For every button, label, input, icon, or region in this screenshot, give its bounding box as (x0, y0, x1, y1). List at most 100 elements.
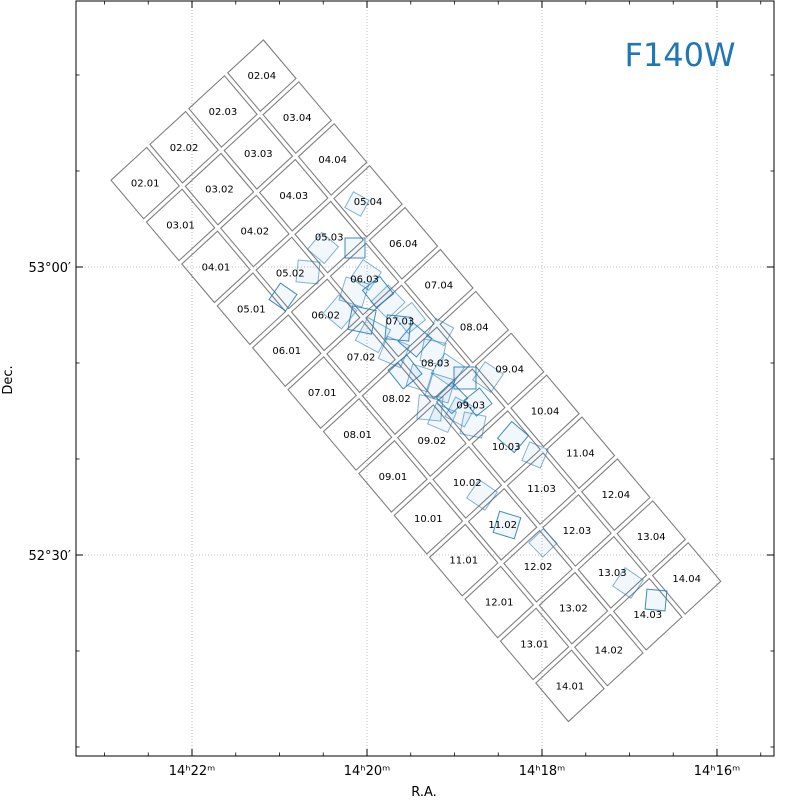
exposure-footprint (496, 420, 530, 454)
tile-label: 11.02 (488, 520, 517, 531)
exposure-footprint (370, 284, 406, 320)
tile-03.01 (145, 188, 216, 262)
exposure-footprint (344, 191, 370, 217)
tile-label: 13.01 (520, 639, 549, 650)
exposure-footprint (397, 322, 433, 358)
tile-label: 09.03 (456, 400, 485, 411)
tile-label: 08.04 (460, 323, 489, 334)
exposure-footprint (425, 317, 455, 347)
x-axis-label: R.A. (411, 785, 437, 800)
plot-frame (75, 0, 775, 757)
tile-10.04 (510, 374, 580, 448)
exposure-footprint (350, 259, 382, 291)
tile-label: 04.03 (279, 191, 308, 202)
tile-label: 03.02 (205, 185, 234, 196)
tile-label: 06.04 (389, 239, 418, 250)
tile-04.01 (181, 230, 251, 304)
tile-05.01 (216, 272, 287, 346)
exposure-footprints (268, 191, 668, 612)
tile-label: 07.01 (308, 388, 337, 399)
tile-12.03 (542, 493, 612, 567)
tile-07.03 (365, 284, 435, 358)
exposure-footprint (387, 354, 423, 390)
tile-06.01 (251, 314, 322, 388)
tile-05.03 (294, 200, 365, 274)
tile-label: 05.01 (237, 304, 266, 315)
tile-13.02 (538, 571, 609, 645)
exposure-footprint (459, 411, 487, 439)
tile-label: 11.03 (527, 484, 556, 495)
exposure-footprint (419, 338, 447, 366)
y-tick-label: 53°00′ (28, 261, 71, 276)
tile-label: 08.01 (343, 430, 372, 441)
exposure-footprint (466, 479, 498, 511)
exposure-footprint (430, 352, 466, 388)
tile-09.01 (358, 439, 428, 513)
tile-13.04 (616, 500, 687, 574)
x-tick-label: 14ʰ18ᵐ (519, 764, 565, 779)
exposure-footprint (644, 588, 668, 612)
tile-label: 06.01 (272, 346, 301, 357)
tile-label: 10.03 (492, 442, 521, 453)
exposure-footprint (612, 567, 644, 599)
tile-label: 07.04 (425, 281, 454, 292)
tile-02.03 (188, 74, 258, 148)
tile-10.03 (471, 410, 542, 484)
axis-tick-labels: 14ʰ22ᵐ 14ʰ20ᵐ 14ʰ18ᵐ 14ʰ16ᵐ 53°00′ 52°30′ (28, 261, 740, 779)
exposure-footprint (322, 294, 358, 330)
tile-label: 07.02 (347, 352, 376, 363)
tile-02.02 (149, 110, 219, 184)
tile-08.04 (439, 290, 510, 364)
tile-12.02 (503, 529, 573, 603)
tile-14.01 (535, 649, 605, 723)
tile-05.04 (333, 164, 403, 238)
tile-label: 08.03 (421, 358, 450, 369)
tile-label: 02.01 (131, 179, 160, 190)
tile-label: 05.04 (354, 197, 383, 208)
tile-12.04 (580, 458, 651, 532)
tile-02.04 (226, 39, 297, 113)
y-tick-label: 52°30′ (28, 549, 71, 564)
tile-10.02 (432, 445, 503, 519)
tile-label: 04.04 (318, 155, 347, 166)
tile-label: 13.02 (559, 604, 588, 615)
tile-11.04 (545, 416, 616, 490)
tile-label: 12.03 (563, 526, 592, 537)
tile-04.03 (258, 158, 329, 232)
tile-03.02 (184, 152, 255, 226)
axis-ticks (76, 1, 774, 756)
tile-label: 03.03 (244, 149, 273, 160)
tile-label: 08.02 (382, 394, 411, 405)
x-tick-label: 14ʰ20ᵐ (344, 764, 390, 779)
exposure-footprint (354, 316, 392, 354)
y-axis-label: Dec. (1, 365, 16, 394)
exposure-footprint (416, 394, 444, 422)
tile-14.02 (573, 613, 644, 687)
exposure-footprint (453, 366, 477, 390)
tile-03.03 (223, 116, 294, 190)
tile-07.01 (287, 356, 358, 430)
tile-13.03 (577, 535, 648, 609)
tile-label: 05.02 (276, 268, 305, 279)
tile-13.01 (499, 607, 570, 681)
tile-label: 10.02 (453, 478, 482, 489)
tile-14.04 (651, 541, 722, 615)
grid-lines (76, 1, 774, 756)
tile-label: 06.03 (350, 275, 379, 286)
tile-label: 06.02 (311, 310, 340, 321)
tile-label: 12.01 (485, 598, 514, 609)
exposure-footprint (492, 510, 522, 540)
exposure-footprint (405, 363, 435, 393)
tile-label: 04.02 (241, 227, 270, 238)
tile-02.01 (110, 146, 181, 220)
filter-label: F140W (624, 36, 735, 74)
exposure-footprint (347, 305, 377, 335)
tile-08.03 (400, 326, 471, 400)
tile-label: 09.02 (418, 436, 447, 447)
tile-label: 14.03 (633, 610, 662, 621)
exposure-footprint (338, 276, 370, 308)
exposure-footprint (306, 231, 340, 265)
tile-09.03 (435, 368, 506, 442)
tile-04.02 (219, 194, 290, 268)
